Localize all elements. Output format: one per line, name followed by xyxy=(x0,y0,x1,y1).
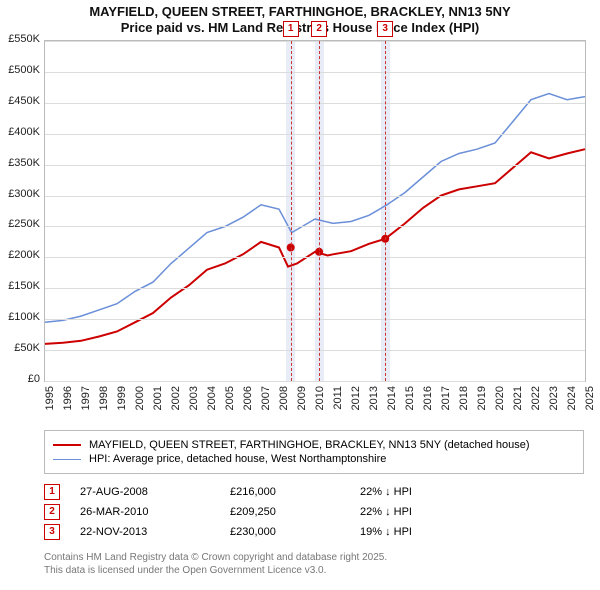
event-line xyxy=(319,41,320,381)
event-price: £216,000 xyxy=(230,486,340,498)
gridline xyxy=(45,257,585,258)
x-axis-label: 1995 xyxy=(44,386,56,416)
footer: Contains HM Land Registry data © Crown c… xyxy=(44,552,584,577)
x-axis-label: 2007 xyxy=(260,386,272,416)
x-axis-label: 2013 xyxy=(368,386,380,416)
events-table: 1 27-AUG-2008 £216,000 22% ↓ HPI 2 26-MAR-201… xyxy=(44,482,584,542)
event-line xyxy=(291,41,292,381)
x-axis-label: 2016 xyxy=(422,386,434,416)
event-delta: 19% ↓ HPI xyxy=(360,526,412,538)
x-axis-label: 2008 xyxy=(278,386,290,416)
gridline xyxy=(45,381,585,382)
legend-swatch-hpi xyxy=(53,459,81,460)
y-axis-label: £100K xyxy=(0,311,40,323)
event-marker: 2 xyxy=(44,504,60,520)
x-axis-label: 2014 xyxy=(386,386,398,416)
x-axis-label: 1996 xyxy=(62,386,74,416)
x-axis-label: 2017 xyxy=(440,386,452,416)
y-axis-label: £500K xyxy=(0,64,40,76)
gridline xyxy=(45,319,585,320)
footer-line-1: Contains HM Land Registry data © Crown c… xyxy=(44,552,584,565)
event-marker: 1 xyxy=(283,21,299,37)
x-axis-label: 2003 xyxy=(188,386,200,416)
x-axis-label: 2002 xyxy=(170,386,182,416)
x-axis-label: 2018 xyxy=(458,386,470,416)
x-axis-label: 2010 xyxy=(314,386,326,416)
title-line-1: MAYFIELD, QUEEN STREET, FARTHINGHOE, BRA… xyxy=(0,4,600,20)
gridline xyxy=(45,196,585,197)
y-axis-label: £550K xyxy=(0,33,40,45)
x-axis-label: 2023 xyxy=(548,386,560,416)
event-row: 3 22-NOV-2013 £230,000 19% ↓ HPI xyxy=(44,522,584,542)
event-delta: 22% ↓ HPI xyxy=(360,486,412,498)
gridline xyxy=(45,103,585,104)
gridline xyxy=(45,41,585,42)
footer-line-2: This data is licensed under the Open Gov… xyxy=(44,565,584,578)
event-marker: 3 xyxy=(377,21,393,37)
x-axis-label: 2012 xyxy=(350,386,362,416)
gridline xyxy=(45,72,585,73)
x-axis-label: 2019 xyxy=(476,386,488,416)
y-axis-label: £0 xyxy=(0,373,40,385)
gridline xyxy=(45,134,585,135)
plot-area: 123 xyxy=(44,40,586,382)
x-axis-label: 1999 xyxy=(116,386,128,416)
legend: MAYFIELD, QUEEN STREET, FARTHINGHOE, BRA… xyxy=(44,430,584,474)
legend-label: MAYFIELD, QUEEN STREET, FARTHINGHOE, BRA… xyxy=(89,439,530,451)
event-date: 22-NOV-2013 xyxy=(80,526,210,538)
event-date: 26-MAR-2010 xyxy=(80,506,210,518)
y-axis-label: £50K xyxy=(0,342,40,354)
x-axis-label: 2015 xyxy=(404,386,416,416)
chart: 123 £0 £50K £100K £150K £200K £250K £300K £350K… xyxy=(0,40,600,420)
legend-label: HPI: Average price, detached house, West… xyxy=(89,453,386,465)
y-axis-label: £450K xyxy=(0,95,40,107)
gridline xyxy=(45,226,585,227)
y-axis-label: £200K xyxy=(0,249,40,261)
x-axis-label: 2024 xyxy=(566,386,578,416)
title-line-2: Price paid vs. HM Land Registry's House … xyxy=(0,20,600,36)
x-axis-label: 2022 xyxy=(530,386,542,416)
x-axis-label: 1997 xyxy=(80,386,92,416)
x-axis-label: 2000 xyxy=(134,386,146,416)
series-property xyxy=(45,149,585,344)
y-axis-label: £400K xyxy=(0,126,40,138)
event-line xyxy=(385,41,386,381)
event-date: 27-AUG-2008 xyxy=(80,486,210,498)
gridline xyxy=(45,288,585,289)
x-axis-label: 2021 xyxy=(512,386,524,416)
x-axis-label: 2004 xyxy=(206,386,218,416)
legend-item-property: MAYFIELD, QUEEN STREET, FARTHINGHOE, BRA… xyxy=(53,439,575,451)
x-axis-label: 2009 xyxy=(296,386,308,416)
event-price: £230,000 xyxy=(230,526,340,538)
y-axis-label: £300K xyxy=(0,188,40,200)
gridline xyxy=(45,165,585,166)
legend-item-hpi: HPI: Average price, detached house, West… xyxy=(53,453,575,465)
y-axis-label: £250K xyxy=(0,218,40,230)
x-axis-label: 2020 xyxy=(494,386,506,416)
event-marker: 2 xyxy=(311,21,327,37)
event-marker: 1 xyxy=(44,484,60,500)
y-axis-label: £350K xyxy=(0,157,40,169)
y-axis-label: £150K xyxy=(0,280,40,292)
page: MAYFIELD, QUEEN STREET, FARTHINGHOE, BRA… xyxy=(0,0,600,590)
x-axis-label: 2011 xyxy=(332,386,344,416)
event-row: 1 27-AUG-2008 £216,000 22% ↓ HPI xyxy=(44,482,584,502)
x-axis-label: 2025 xyxy=(584,386,596,416)
event-delta: 22% ↓ HPI xyxy=(360,506,412,518)
x-axis-label: 2006 xyxy=(242,386,254,416)
event-marker: 3 xyxy=(44,524,60,540)
event-row: 2 26-MAR-2010 £209,250 22% ↓ HPI xyxy=(44,502,584,522)
chart-svg xyxy=(45,41,585,381)
x-axis-label: 2001 xyxy=(152,386,164,416)
gridline xyxy=(45,350,585,351)
chart-title: MAYFIELD, QUEEN STREET, FARTHINGHOE, BRA… xyxy=(0,0,600,35)
event-price: £209,250 xyxy=(230,506,340,518)
x-axis-label: 1998 xyxy=(98,386,110,416)
legend-swatch-property xyxy=(53,444,81,446)
x-axis-label: 2005 xyxy=(224,386,236,416)
